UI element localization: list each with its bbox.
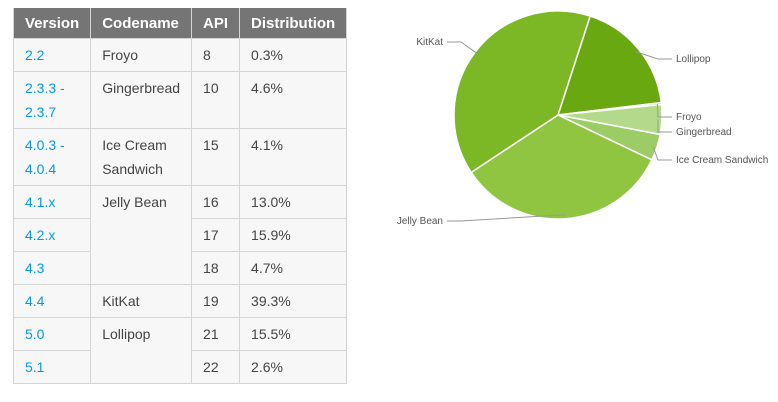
table-row: 2.2 Froyo 8 0.3% bbox=[12, 38, 348, 72]
pie-slices bbox=[453, 10, 663, 220]
api-text: 10 bbox=[203, 80, 219, 96]
header-codename: Codename bbox=[90, 8, 193, 39]
pie-leader-line bbox=[447, 41, 479, 55]
pie-leader-line bbox=[635, 51, 672, 60]
pie-label-ice-cream-sandwich: Ice Cream Sandwich bbox=[676, 155, 768, 166]
distribution-text: 2.6% bbox=[251, 359, 283, 375]
distribution-text: 39.3% bbox=[251, 293, 291, 309]
api-text: 8 bbox=[203, 47, 211, 63]
version-link[interactable]: 4.4 bbox=[25, 293, 45, 309]
codename-cell: Lollipop bbox=[90, 317, 193, 384]
api-text: 18 bbox=[203, 260, 219, 276]
codename-text: Gingerbread bbox=[102, 80, 181, 96]
pie-leader-line bbox=[447, 214, 565, 222]
distribution-cell: 4.6% bbox=[239, 71, 348, 129]
header-distribution: Distribution bbox=[239, 8, 348, 39]
version-cell[interactable]: 5.1 bbox=[12, 350, 92, 384]
version-link[interactable]: 2.3.3 - 2.3.7 bbox=[25, 80, 65, 120]
distribution-cell: 15.5% bbox=[239, 317, 348, 351]
table-row: 4.0.3 - 4.0.4 Ice Cream Sandwich 15 4.1% bbox=[12, 128, 348, 186]
header-version: Version bbox=[12, 8, 92, 39]
distribution-cell: 39.3% bbox=[239, 284, 348, 318]
version-cell[interactable]: 4.4 bbox=[12, 284, 92, 318]
table-header-row: Version Codename API Distribution bbox=[12, 8, 348, 39]
pie-leader-line bbox=[657, 119, 672, 133]
distribution-text: 4.6% bbox=[251, 80, 283, 96]
codename-text: KitKat bbox=[102, 293, 140, 309]
pie-label-kitkat: KitKat bbox=[416, 37, 443, 48]
pie-label-gingerbread: Gingerbread bbox=[676, 127, 732, 138]
version-link[interactable]: 2.2 bbox=[25, 47, 45, 63]
distribution-text: 4.1% bbox=[251, 137, 283, 153]
distribution-text: 15.9% bbox=[251, 227, 291, 243]
distribution-text: 15.5% bbox=[251, 326, 291, 342]
distribution-text: 4.7% bbox=[251, 260, 283, 276]
table-row: 5.0 Lollipop 21 15.5% bbox=[12, 317, 348, 384]
api-text: 15 bbox=[203, 137, 219, 153]
pie-leader-line bbox=[652, 146, 672, 161]
distribution-text: 13.0% bbox=[251, 194, 291, 210]
codename-text: Lollipop bbox=[102, 326, 151, 342]
version-link[interactable]: 5.0 bbox=[25, 326, 45, 342]
table-row: 4.4 KitKat 19 39.3% bbox=[12, 284, 348, 318]
api-text: 16 bbox=[203, 194, 219, 210]
pie-leader-line bbox=[656, 104, 672, 118]
distribution-table: Version Codename API Distribution 2.2 Fr… bbox=[12, 8, 348, 384]
table-row: 5.1 22 2.6% bbox=[12, 350, 348, 384]
version-link[interactable]: 5.1 bbox=[25, 359, 45, 375]
pie-label-lollipop: Lollipop bbox=[676, 54, 711, 65]
version-cell[interactable]: 5.0 bbox=[12, 317, 92, 351]
version-link[interactable]: 4.1.x bbox=[25, 194, 56, 210]
version-cell[interactable]: 2.3.3 - 2.3.7 bbox=[12, 71, 92, 129]
version-cell[interactable]: 4.2.x bbox=[12, 218, 92, 252]
version-link[interactable]: 4.0.3 - 4.0.4 bbox=[25, 137, 65, 177]
pie-leader-lines bbox=[447, 41, 672, 222]
version-cell[interactable]: 4.0.3 - 4.0.4 bbox=[12, 128, 92, 186]
api-cell: 22 bbox=[191, 350, 241, 384]
distribution-cell: 15.9% bbox=[239, 218, 348, 252]
distribution-text: 0.3% bbox=[251, 47, 283, 63]
codename-text: Froyo bbox=[102, 47, 138, 63]
codename-cell: Ice Cream Sandwich bbox=[90, 128, 193, 186]
table-row: 4.1.x Jelly Bean 16 13.0% bbox=[12, 185, 348, 285]
api-text: 17 bbox=[203, 227, 219, 243]
api-text: 21 bbox=[203, 326, 219, 342]
codename-text: Ice Cream Sandwich bbox=[102, 137, 167, 177]
api-cell: 15 bbox=[191, 128, 241, 186]
version-link[interactable]: 4.3 bbox=[25, 260, 45, 276]
header-api: API bbox=[191, 8, 241, 39]
pie-label-jelly-bean: Jelly Bean bbox=[397, 216, 443, 227]
distribution-cell: 13.0% bbox=[239, 185, 348, 219]
pie-label-froyo: Froyo bbox=[676, 112, 702, 123]
table-row: 2.3.3 - 2.3.7 Gingerbread 10 4.6% bbox=[12, 71, 348, 129]
pie-labels: Lollipop Froyo Gingerbread Ice Cream Sandwi… bbox=[397, 37, 768, 227]
api-text: 22 bbox=[203, 359, 219, 375]
api-cell: 16 bbox=[191, 185, 241, 219]
distribution-cell: 4.7% bbox=[239, 251, 348, 285]
version-cell[interactable]: 4.3 bbox=[12, 251, 92, 285]
version-cell[interactable]: 2.2 bbox=[12, 38, 92, 72]
codename-cell: Froyo bbox=[90, 38, 193, 72]
api-text: 19 bbox=[203, 293, 219, 309]
api-cell: 8 bbox=[191, 38, 241, 72]
pie-slice-lollipop bbox=[556, 15, 663, 116]
codename-text: Jelly Bean bbox=[102, 194, 167, 210]
api-cell: 10 bbox=[191, 71, 241, 129]
pie-slice-jelly-bean bbox=[470, 114, 653, 220]
distribution-cell: 2.6% bbox=[239, 350, 348, 384]
version-link[interactable]: 4.2.x bbox=[25, 227, 56, 243]
